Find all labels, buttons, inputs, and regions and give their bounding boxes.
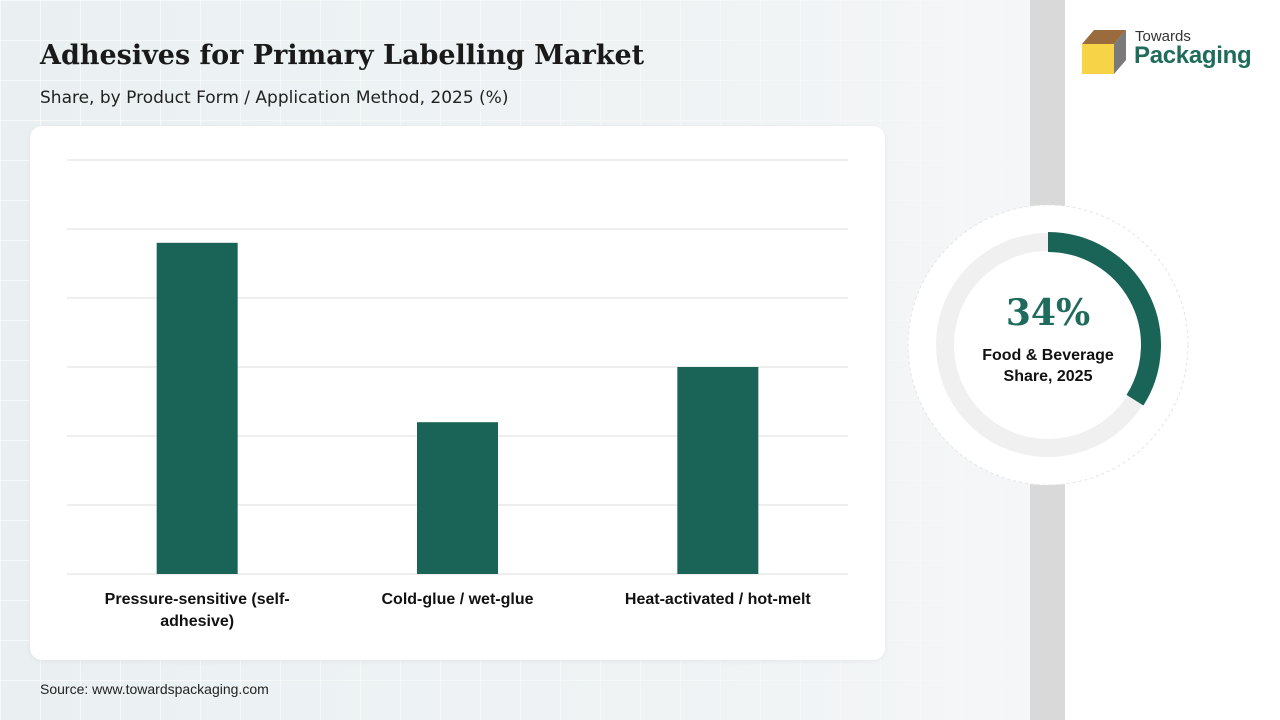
donut-chart (907, 204, 1189, 486)
bar-3 (677, 367, 759, 574)
share-donut (905, 202, 1191, 488)
x-tick-label: Cold-glue / wet-glue (382, 591, 534, 608)
share-label-line1: Food & Beverage (982, 347, 1114, 364)
box-logo-icon (1082, 30, 1126, 74)
bar-1 (156, 242, 238, 575)
share-label: Food & Beverage Share, 2025 (955, 345, 1141, 387)
share-label-line2: Share, 2025 (1003, 368, 1093, 385)
chart-card: Pressure-sensitive (self-adhesive) Cold-g… (30, 126, 885, 660)
x-tick-label: Pressure-sensitive (self-adhesive) (105, 591, 290, 630)
share-value: 34% (1005, 292, 1091, 334)
x-tick-label: Heat-activated / hot-melt (625, 591, 811, 608)
brand-line1: Towards (1135, 28, 1191, 45)
bar-2 (417, 422, 498, 574)
donut-share-arc (1047, 232, 1161, 406)
brand-line2: Packaging (1134, 42, 1252, 69)
page-subtitle: Share, by Product Form / Application Met… (40, 88, 509, 108)
page-title: Adhesives for Primary Labelling Market (40, 40, 645, 71)
bar-chart: Pressure-sensitive (self-adhesive) Cold-g… (67, 159, 848, 630)
source-note: Source: www.towardspackaging.com (40, 681, 269, 697)
